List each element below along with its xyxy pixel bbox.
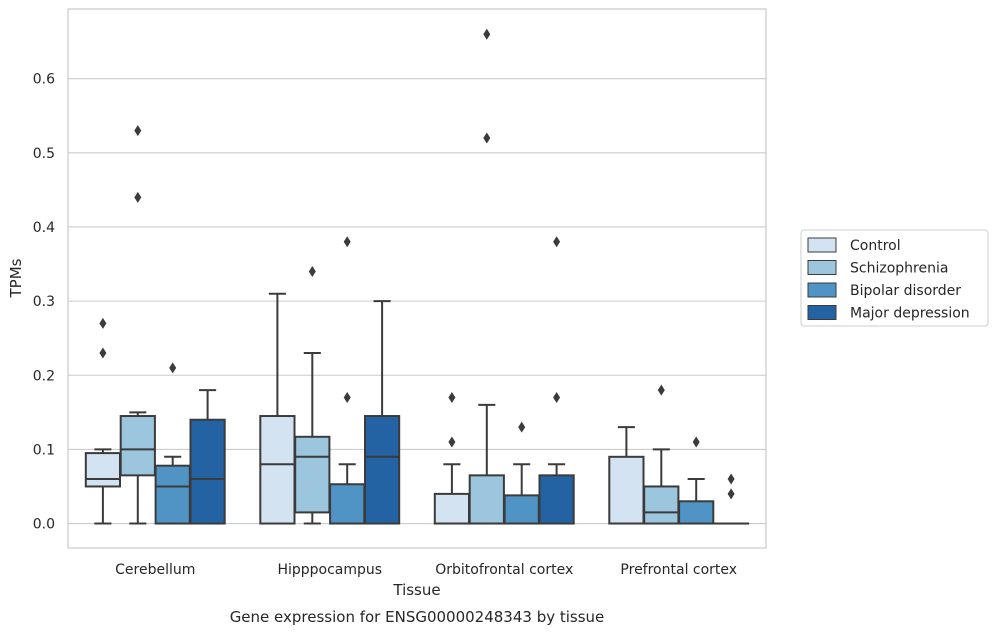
box-group [678, 436, 715, 525]
box-group [433, 391, 471, 525]
box-group [329, 236, 366, 525]
box [119, 415, 156, 477]
box-group [363, 300, 401, 525]
outlier-point [518, 421, 526, 433]
outlier-point [692, 436, 700, 448]
box-group [154, 362, 191, 525]
box [84, 452, 122, 488]
y-tick-label: 0.3 [33, 294, 55, 310]
outlier-point [727, 473, 735, 485]
y-tick-label: 0.2 [33, 368, 55, 384]
box-group [294, 265, 331, 525]
x-tick-label: Hipppocampus [277, 562, 382, 578]
x-tick-label: Cerebellum [115, 562, 195, 578]
plot-marks [84, 28, 750, 525]
outlier-point [134, 191, 142, 203]
legend-label: Major depression [850, 306, 970, 322]
outlier-point [343, 391, 351, 403]
box-group [259, 292, 296, 525]
box [608, 455, 645, 525]
box-group [84, 317, 122, 525]
box [294, 435, 331, 514]
legend-label: Control [850, 238, 901, 254]
outlier-point [448, 391, 456, 403]
outlier-point [727, 488, 735, 500]
box [363, 415, 401, 525]
outlier-point [99, 347, 107, 359]
box-group [608, 426, 645, 525]
legend-swatch [807, 282, 837, 298]
gridlines [68, 78, 766, 525]
legend-swatch [807, 260, 837, 275]
x-axis-title: Tissue [392, 581, 440, 599]
box-group [538, 236, 575, 525]
y-axis-ticks: 0.0 0.1 0.2 0.3 0.4 0.5 0.6 [33, 72, 55, 533]
legend: Control Schizophrenia Bipolar disorder Majo… [800, 229, 989, 327]
box [468, 474, 505, 525]
y-tick-label: 0.4 [33, 220, 55, 236]
outlier-point [343, 236, 351, 248]
box [433, 492, 471, 525]
x-tick-label: Orbitofrontal cortex [435, 562, 573, 578]
box [154, 464, 191, 525]
box [538, 474, 575, 525]
box-group [643, 384, 680, 525]
legend-frame [800, 229, 989, 327]
outlier-point [553, 391, 561, 403]
box-group [119, 125, 156, 525]
figure-caption: Gene expression for ENSG00000248343 by t… [230, 608, 605, 626]
outlier-point [483, 28, 491, 40]
outlier-point [657, 384, 665, 396]
outlier-point [308, 265, 316, 277]
y-axis-title: TPMs [7, 258, 25, 298]
box [259, 415, 296, 525]
box-group [503, 421, 540, 525]
box [329, 483, 366, 525]
box-group [712, 473, 750, 525]
legend-swatch [807, 237, 837, 253]
outlier-point [448, 436, 456, 448]
legend-items: Control Schizophrenia Bipolar disorder Majo… [807, 237, 970, 322]
x-tick-label: Prefrontal cortex [620, 562, 737, 578]
box [503, 494, 540, 525]
outlier-point [553, 236, 561, 248]
legend-label: Bipolar disorder [850, 283, 961, 299]
outlier-point [483, 132, 491, 144]
y-tick-label: 0.5 [33, 146, 55, 162]
plot-area-frame [67, 8, 767, 549]
outlier-point [99, 317, 107, 329]
box [678, 500, 715, 525]
box-group [189, 389, 226, 525]
x-axis-ticks: Cerebellum Hipppocampus Orbitofrontal cort… [115, 562, 737, 578]
legend-label: Schizophrenia [850, 261, 948, 277]
box [189, 418, 226, 525]
outlier-point [169, 362, 177, 374]
outlier-point [134, 125, 142, 137]
box [643, 485, 680, 525]
y-tick-label: 0.6 [33, 72, 55, 88]
y-tick-label: 0.0 [33, 517, 55, 533]
legend-swatch [807, 305, 837, 320]
y-tick-label: 0.1 [33, 442, 55, 458]
